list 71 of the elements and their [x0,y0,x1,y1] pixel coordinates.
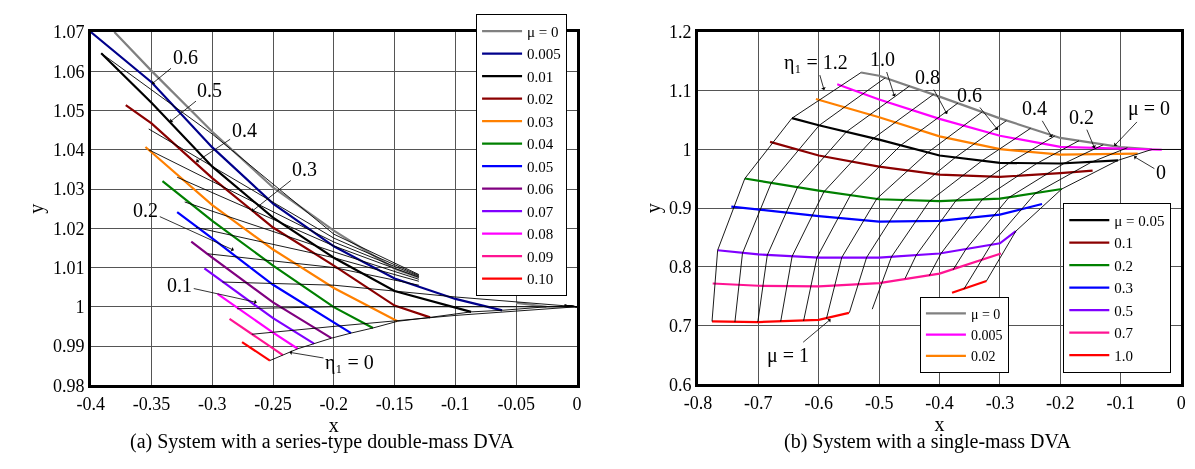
legend-label: 0.10 [527,271,554,288]
legend-label: 0.2 [1114,257,1134,274]
y-tick-label: 0.6 [669,374,692,395]
legend-label: μ = 0.05 [1114,212,1165,229]
y-tick-label: 1 [682,139,692,160]
x-tick-label: -0.1 [1106,392,1135,413]
annotation: 0.6 [173,46,198,68]
legend-label: 0.08 [527,226,554,243]
y-tick-label: 1.2 [669,22,692,43]
x-tick-label: -0.2 [319,393,349,414]
legend-label: 0.03 [527,113,554,130]
legend-label: μ = 0 [527,23,559,40]
legend-label: 0.1 [1114,235,1134,252]
legend-label: 0.01 [527,68,554,85]
y-tick-label: 1 [75,297,85,318]
y-tick-label: 1.01 [52,257,85,278]
x-tick-label: 0 [1176,392,1186,413]
annotation: 0.4 [232,119,257,141]
x-tick-label: -0.35 [132,393,171,414]
x-tick-label: -0.6 [804,392,833,413]
annotation: 0.3 [292,158,317,180]
y-tick-label: 0.7 [669,315,692,336]
y-tick-label: 0.8 [669,257,692,278]
annotation: 0.4 [1022,97,1047,119]
x-tick-label: -0.4 [76,393,106,414]
annotation: 0.1 [167,274,192,296]
y-tick-label: 1.1 [669,81,692,102]
y-tick-label: 1.02 [52,218,85,239]
legend-label: 0.02 [527,91,554,108]
x-tick-label: -0.05 [497,393,535,414]
y-tick-label: 0.98 [52,375,85,396]
x-tick-label: -0.3 [985,392,1015,413]
legend-label: 0.05 [527,158,554,175]
annotation: μ = 1 [767,344,810,367]
x-tick-label: -0.7 [744,392,773,413]
x-tick-label: -0.2 [1046,392,1075,413]
y-tick-label: 0.99 [52,336,85,357]
y-tick-label: 1.05 [52,100,85,121]
y-tick-label: 0.9 [669,198,692,219]
y-tick-label: 1.06 [52,61,85,82]
x-axis-title: x [328,413,339,436]
legend-label: 0.3 [1114,280,1134,297]
legend-label: 0.02 [970,349,996,365]
x-tick-label: -0.25 [254,393,292,414]
annotation: 0 [1156,161,1166,183]
annotation: μ = 0 [1128,97,1171,120]
annotation: η₁ = 1.2 [784,51,848,74]
x-tick-label: -0.1 [441,393,470,414]
y-axis-title: y [641,203,665,214]
legend-label: 0.005 [527,46,561,63]
x-tick-label: -0.5 [864,392,894,413]
x-tick-label: -0.8 [683,392,713,413]
y-tick-label: 1.07 [52,22,85,43]
legend-label: 0.04 [527,136,554,153]
legend-label: 0.7 [1114,325,1134,342]
legend-label: 0.5 [1114,302,1134,319]
legend-label: 0.06 [527,181,554,198]
y-tick-label: 1.03 [52,179,85,200]
annotation: 0.2 [1069,106,1094,128]
legend-label: 0.07 [527,203,554,220]
y-tick-label: 1.04 [52,140,85,161]
x-tick-label: -0.3 [198,393,227,414]
x-tick-label: 0 [572,393,582,414]
x-tick-label: -0.4 [925,392,954,413]
legend-label: 0.09 [527,248,554,265]
legend-label: μ = 0 [970,306,1001,322]
legend-label: 1.0 [1114,347,1134,364]
x-tick-label: -0.15 [375,393,414,414]
legend-label: 0.005 [970,328,1003,344]
y-axis-title: y [25,203,49,214]
annotation: 0.6 [957,84,982,106]
